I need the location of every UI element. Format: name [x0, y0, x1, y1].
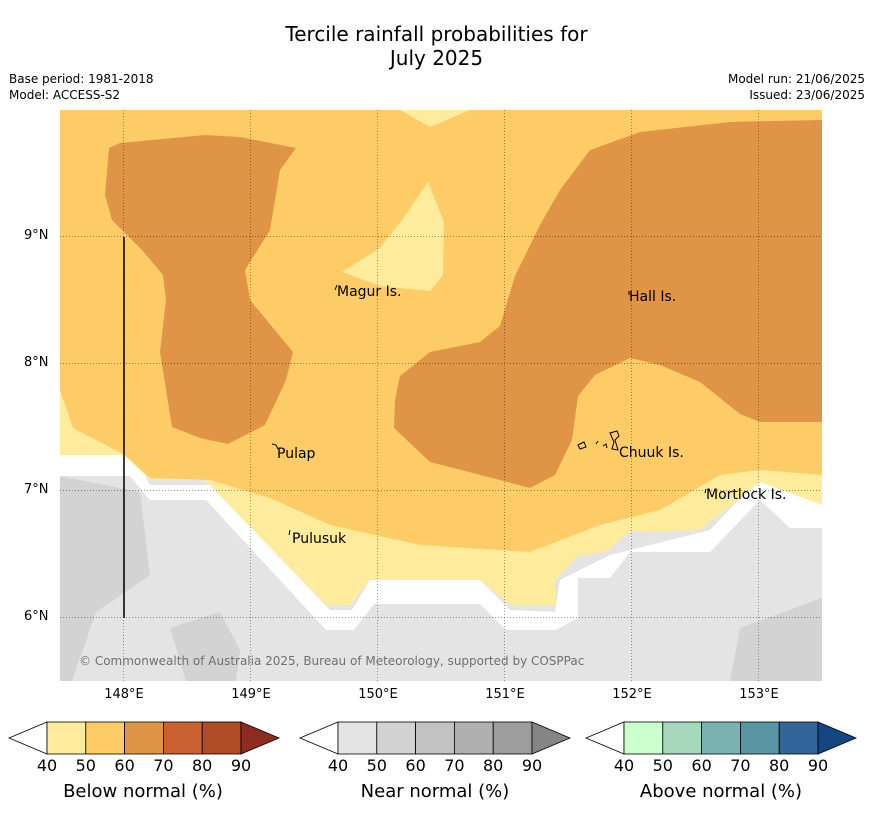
- lon-label-152e: 152°E: [612, 687, 652, 702]
- lat-label-8n: 8°N: [24, 355, 49, 370]
- colorbar-above-tick: 40: [613, 756, 635, 775]
- colorbar-below-tick: 70: [153, 756, 174, 775]
- chuuk-island-outline: [577, 430, 620, 451]
- colorbar-above-max-extend: [817, 721, 858, 755]
- colorbar-title-above: Above normal (%): [639, 781, 803, 802]
- colorbar-above-segment: [623, 721, 664, 755]
- near-normal-50-southeast: [730, 598, 822, 681]
- colorbar-near-tick: 50: [366, 756, 387, 775]
- place-hall: Hall Is.: [629, 289, 677, 305]
- lon-label-151e: 151°E: [485, 687, 525, 702]
- colorbar-above-tick: 50: [652, 756, 673, 775]
- colorbar-near-segment: [492, 721, 533, 755]
- colorbar-below-segment: [162, 721, 203, 755]
- colorbar-near-min-extend: [298, 721, 339, 755]
- near-normal-50-south: [170, 612, 240, 681]
- colorbar-above-segment: [701, 721, 741, 755]
- map-title: Tercile rainfall probabilities for July …: [0, 22, 873, 70]
- colorbar-below-min-extend: [7, 721, 48, 755]
- colorbar-below-segment: [46, 721, 87, 755]
- colorbar-below-max-extend: [240, 721, 281, 755]
- colorbar-near-tick: 40: [327, 756, 349, 775]
- place-magur: Magur Is.: [337, 284, 402, 300]
- no-signal-band: [60, 455, 822, 630]
- issued-date: Issued: 23/06/2025: [749, 88, 865, 102]
- mortlock-island-outline: [704, 488, 707, 494]
- colorbar-title-below: Below normal (%): [63, 781, 223, 802]
- base-period: Base period: 1981-2018: [9, 72, 154, 86]
- place-mortlock: Mortlock Is.: [706, 487, 787, 503]
- model-run: Model run: 21/06/2025: [727, 72, 865, 86]
- colorbar-near-segment: [376, 721, 416, 755]
- place-chuuk: Chuuk Is.: [619, 445, 684, 461]
- colorbar-below-segment: [124, 721, 164, 755]
- colorbar-above-segment: [778, 721, 819, 755]
- below-normal-60-east: [394, 120, 822, 488]
- colorbar-near-tick: 90: [521, 756, 543, 775]
- colorbar-near-segment: [337, 721, 378, 755]
- colorbar-near-tick: 60: [405, 756, 426, 775]
- model-name: Model: ACCESS-S2: [9, 88, 121, 102]
- meta-left: Base period: 1981-2018 Model: ACCESS-S2: [9, 71, 154, 103]
- lat-label-9n: 9°N: [24, 228, 49, 243]
- map-panel: [60, 110, 822, 681]
- pulap-island-outline: [271, 443, 279, 450]
- lon-label-148e: 148°E: [104, 687, 144, 702]
- colorbar-near-tick: 70: [444, 756, 465, 775]
- colorbar-title-near: Near normal (%): [360, 781, 510, 802]
- colorbar-near-segment: [415, 721, 455, 755]
- near-normal-50-west: [60, 476, 150, 681]
- colorbar-below-segment: [85, 721, 126, 755]
- colorbar-above-tick: 70: [730, 756, 751, 775]
- place-pulusuk: Pulusuk: [292, 531, 347, 547]
- colorbar-above-segment: [662, 721, 702, 755]
- meta-right: Model run: 21/06/2025 Issued: 23/06/2025: [728, 71, 865, 103]
- below-normal-60-west: [105, 135, 296, 444]
- colorbar-above-tick: 90: [807, 756, 829, 775]
- colorbar-above-tick: 80: [769, 756, 790, 775]
- lon-label-150e: 150°E: [358, 687, 398, 702]
- lon-label-153e: 153°E: [739, 687, 779, 702]
- magur-island-outline: [334, 284, 338, 291]
- colorbar-above-segment: [740, 721, 780, 755]
- colorbar-above-min-extend: [584, 721, 625, 755]
- colorbar-below-tick: 80: [192, 756, 213, 775]
- colorbar-near-tick: 80: [483, 756, 504, 775]
- colorbar-below-tick: 40: [36, 756, 58, 775]
- island-outlines: [271, 284, 707, 536]
- colorbar-below-tick: 50: [75, 756, 96, 775]
- colorbar-below-tick: 60: [114, 756, 135, 775]
- colorbar-near-max-extend: [531, 721, 572, 755]
- copyright-notice: © Commonwealth of Australia 2025, Bureau…: [79, 654, 585, 668]
- colorbar-below-tick: 90: [230, 756, 252, 775]
- lat-label-7n: 7°N: [24, 482, 49, 497]
- colorbar-above-tick: 60: [691, 756, 712, 775]
- colorbars: [7, 721, 858, 755]
- lon-label-149e: 149°E: [231, 687, 271, 702]
- lat-label-6n: 6°N: [24, 609, 49, 624]
- colorbar-below-segment: [201, 721, 242, 755]
- place-pulap: Pulap: [277, 446, 316, 462]
- pulusuk-island-outline: [288, 529, 291, 536]
- colorbar-near-segment: [453, 721, 494, 755]
- title-line-1: Tercile rainfall probabilities for: [285, 22, 588, 46]
- title-line-2: July 2025: [389, 46, 484, 70]
